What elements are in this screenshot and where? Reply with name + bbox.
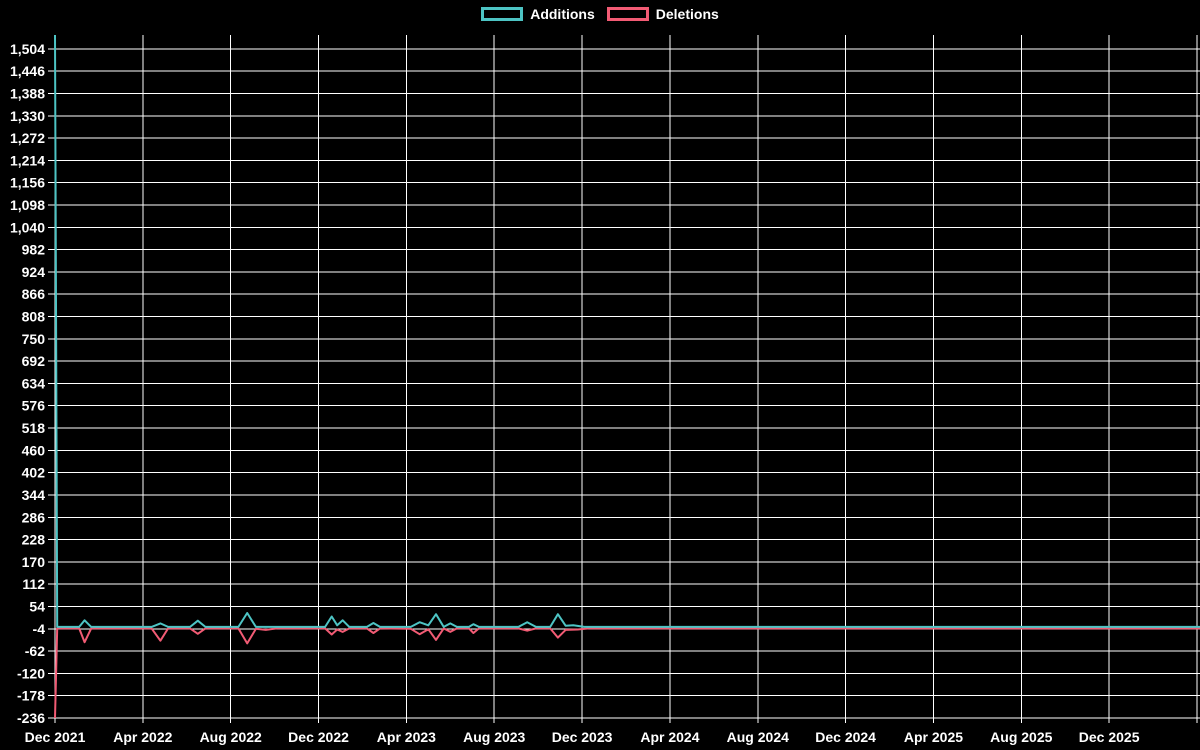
y-axis-tick-label: -120 — [17, 665, 45, 681]
y-axis-tick-label: 54 — [29, 598, 45, 614]
y-axis-tick-label: 402 — [22, 465, 46, 481]
y-axis-tick-label: 170 — [22, 554, 46, 570]
y-axis-tick-label: 344 — [22, 487, 46, 503]
deletions-swatch-icon — [606, 7, 649, 21]
y-axis-tick-label: 750 — [22, 331, 46, 347]
chart-legend: Additions Deletions — [0, 7, 1200, 21]
x-axis-tick-label: Aug 2024 — [727, 729, 789, 745]
legend-label-additions: Additions — [530, 6, 595, 22]
x-axis-tick-label: Apr 2022 — [113, 729, 172, 745]
x-axis-tick-label: Apr 2025 — [904, 729, 963, 745]
x-axis-tick-label: Dec 2024 — [815, 729, 876, 745]
x-axis-tick-label: Dec 2025 — [1079, 729, 1140, 745]
x-axis-tick-label: Dec 2023 — [552, 729, 613, 745]
y-axis-tick-label: 1,156 — [10, 175, 45, 191]
y-axis-tick-label: 460 — [22, 442, 46, 458]
legend-item-deletions[interactable]: Deletions — [606, 6, 719, 22]
y-axis-tick-label: 808 — [22, 309, 46, 325]
y-axis-tick-label: 1,272 — [10, 130, 45, 146]
x-axis-tick-label: Dec 2021 — [25, 729, 86, 745]
y-axis-tick-label: -4 — [33, 621, 46, 637]
x-axis-tick-label: Dec 2022 — [288, 729, 349, 745]
x-axis-tick-label: Apr 2024 — [640, 729, 699, 745]
additions-swatch-icon — [481, 7, 524, 21]
x-axis-tick-label: Aug 2022 — [200, 729, 262, 745]
y-axis-tick-label: -178 — [17, 688, 45, 704]
y-axis-tick-label: 1,214 — [10, 152, 45, 168]
y-axis-tick-label: 866 — [22, 286, 46, 302]
series-line-deletions — [54, 627, 1200, 719]
y-axis-tick-label: 518 — [22, 420, 46, 436]
y-axis-tick-label: 576 — [22, 398, 46, 414]
y-axis-tick-label: 1,330 — [10, 108, 45, 124]
y-axis-tick-label: 1,040 — [10, 219, 45, 235]
y-axis-tick-label: 1,446 — [10, 63, 45, 79]
x-axis-tick-label: Apr 2023 — [377, 729, 436, 745]
y-axis-tick-label: 286 — [22, 509, 46, 525]
y-axis-tick-label: -62 — [25, 643, 45, 659]
legend-item-additions[interactable]: Additions — [481, 7, 595, 21]
series-line-additions — [54, 34, 1200, 628]
y-axis-tick-label: 692 — [22, 353, 46, 369]
y-axis-tick-label: 1,098 — [10, 197, 45, 213]
y-axis-tick-label: 634 — [22, 375, 46, 391]
y-axis-tick-label: 228 — [22, 532, 46, 548]
y-axis-tick-label: 1,388 — [10, 85, 45, 101]
y-axis-tick-label: 924 — [22, 264, 46, 280]
y-axis-tick-label: 1,504 — [10, 41, 45, 57]
y-axis-tick-label: 982 — [22, 242, 46, 258]
x-axis-tick-label: Aug 2023 — [463, 729, 525, 745]
x-axis-tick-label: Aug 2025 — [990, 729, 1052, 745]
y-axis-tick-label: 112 — [22, 576, 45, 592]
y-axis-tick-label: -236 — [17, 710, 45, 726]
legend-label-deletions: Deletions — [655, 6, 719, 22]
